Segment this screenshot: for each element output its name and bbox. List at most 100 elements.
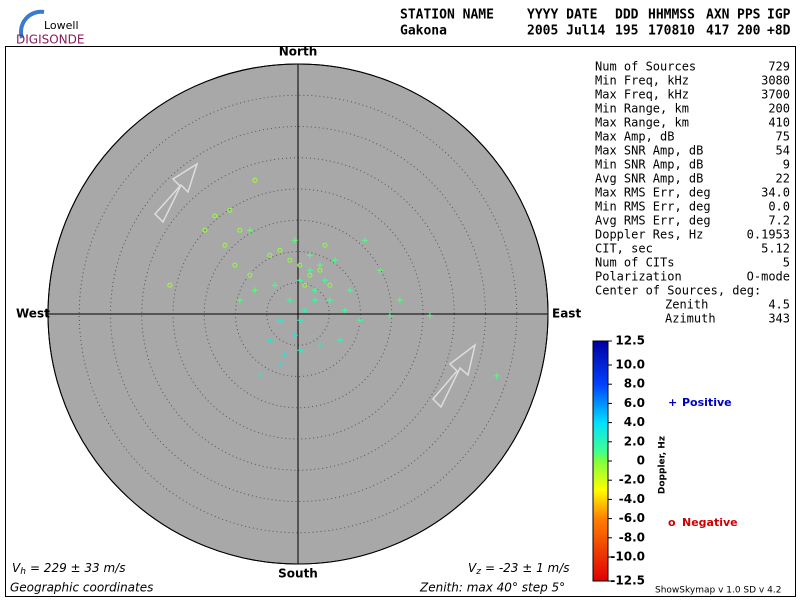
source-negative [322,242,328,248]
arrow-ne [153,162,199,224]
header-column: AXN [706,8,730,23]
colorbar-tick-label: -4.0 [619,492,645,506]
arrows [153,162,477,409]
source-negative [247,272,253,278]
center-value: 343 [768,312,790,326]
legend-marker: o [668,516,676,529]
source-negative [317,267,323,273]
direction-north: North [279,45,317,59]
header-value: 195 [615,24,638,39]
source-negative [327,282,333,288]
source-positive [316,262,323,269]
stat-label: Center of Sources, deg: [595,284,761,298]
source-negative [287,257,293,263]
source-positive [356,317,363,324]
logo-line2: DIGISONDE [16,33,84,47]
velocity-symbol: V [12,561,21,575]
source-positive [296,277,303,284]
center-label: Zenith [665,298,708,312]
stat-value: 75 [776,130,790,144]
stat-value: 3700 [761,88,790,102]
colorbar-tick-label: -10.0 [610,550,645,564]
source-positive [236,297,243,304]
source-negative [302,282,308,288]
velocity-vh: Vh = 229 ± 33 m/s [12,561,125,577]
velocity-symbol: V [468,561,477,575]
header-column: YYYY DATE [527,8,597,23]
coords-note: Geographic coordinates [10,581,153,595]
source-positive [341,307,348,314]
stat-value: 5.12 [761,242,790,256]
source-positive [306,252,313,259]
direction-south: South [278,567,318,581]
source-negative [307,272,313,278]
source-positive [311,287,318,294]
logo-line1: Lowell [44,19,79,32]
stat-label: Doppler Res, Hz [595,228,703,242]
source-positive [336,337,343,344]
source-positive [321,277,328,284]
source-positive [296,347,303,354]
source-positive [346,287,353,294]
arrow-ne [431,343,477,409]
legend-label: Positive [682,396,732,409]
source-positive [316,342,323,349]
center-label: Azimuth [665,312,716,326]
stat-value: 22 [776,172,790,186]
colorbar-tick-label: -12.5 [610,574,645,588]
velocity-vz: Vz = -23 ± 1 m/s [468,561,570,577]
source-positive [426,312,433,319]
header-column: DDD [615,8,639,23]
stat-label: Max Freq, kHz [595,88,689,102]
source-negative [252,177,258,183]
source-positive [256,372,263,379]
stat-value: 200 [768,102,790,116]
stat-value: O-mode [747,270,790,284]
source-positive [311,297,318,304]
stat-label: Min SNR Amp, dB [595,158,703,172]
header-value: 417 [706,24,729,39]
source-positive [376,267,383,274]
version: ShowSkymap v 1.0 SD v 4.2 [655,586,781,596]
frame [5,46,796,597]
stat-value: 0.0 [768,200,790,214]
stat-value: 34.0 [761,186,790,200]
polar-plot [47,63,549,565]
colorbar-tick-label: 10.0 [615,358,645,372]
direction-east: East [552,307,581,321]
header-value: Gakona [400,24,447,39]
stat-value: 9 [783,158,790,172]
zenith-note: Zenith: max 40° step 5° [419,581,565,595]
source-negative [267,252,273,258]
stat-label: Max SNR Amp, dB [595,144,703,158]
source-positive [331,257,338,264]
stat-label: Num of CITs [595,256,674,270]
stat-value: 3080 [761,74,790,88]
source-positive [326,297,333,304]
stat-label: Avg SNR Amp, dB [595,172,703,186]
stat-label: CIT, sec [595,242,653,256]
source-positive [246,227,253,234]
stat-label: Avg RMS Err, deg [595,214,711,228]
source-positive [291,237,298,244]
velocity-text: = -23 ± 1 m/s [485,561,570,575]
stat-label: Max RMS Err, deg [595,186,711,200]
colorbar-tick-label: 0 [637,454,645,468]
legend-marker: + [668,396,677,409]
colorbar-title: Doppler, Hz [658,436,668,494]
stat-label: Min Freq, kHz [595,74,689,88]
header-column: IGP [767,8,791,23]
source-positive [296,317,303,324]
header-value: +8D [767,24,791,39]
source-negative [167,282,173,288]
velocity-subscript: z [475,567,481,577]
velocity-subscript: h [20,567,26,577]
stat-value: 0.1953 [747,228,790,242]
stat-value: 5 [783,256,790,270]
header-value: 200 [737,24,761,39]
legend-label: Negative [682,516,738,529]
source-negative [277,247,283,253]
logo-swoosh [19,9,45,39]
colorbar-tick-label: 4.0 [624,415,645,429]
